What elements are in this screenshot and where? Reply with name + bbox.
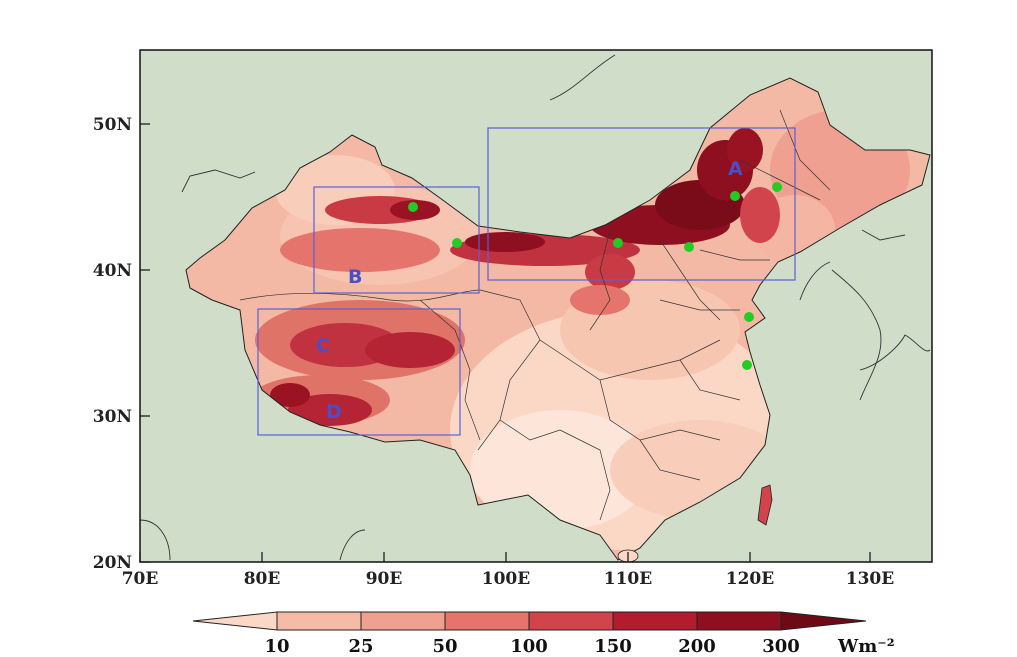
y-tick-label: 40N bbox=[93, 261, 132, 281]
region-box-b bbox=[313, 186, 480, 294]
taiwan-island bbox=[757, 484, 773, 526]
colorbar-bin bbox=[612, 611, 698, 631]
station-markers bbox=[408, 182, 782, 370]
colorbar-bin bbox=[528, 611, 614, 631]
x-tick-label: 100E bbox=[482, 569, 530, 589]
y-tick-label: 20N bbox=[93, 553, 132, 573]
region-box-cd bbox=[257, 308, 461, 436]
region-label-a: A bbox=[728, 158, 743, 180]
plot-frame bbox=[139, 49, 933, 563]
colorbar-bin bbox=[360, 611, 446, 631]
station-marker bbox=[452, 238, 462, 248]
station-marker bbox=[744, 312, 754, 322]
colorbar-high-arrow bbox=[780, 611, 867, 631]
station-marker bbox=[730, 191, 740, 201]
colorbar-label: 200 bbox=[678, 636, 716, 657]
colorbar-low-arrow bbox=[192, 611, 278, 631]
colorbar-label: 50 bbox=[432, 636, 457, 657]
x-tick-label: 130E bbox=[846, 569, 894, 589]
colorbar-label: 10 bbox=[264, 636, 289, 657]
axis-ticks bbox=[139, 123, 871, 563]
colorbar-bin bbox=[696, 611, 782, 631]
station-marker bbox=[613, 238, 623, 248]
colorbar-unit: Wm⁻² bbox=[837, 636, 895, 657]
region-label-d: D bbox=[326, 401, 342, 423]
x-tick-label: 90E bbox=[366, 569, 403, 589]
region-boxes bbox=[257, 127, 796, 436]
station-marker bbox=[772, 182, 782, 192]
colorbar-label: 100 bbox=[510, 636, 548, 657]
y-tick-label: 50N bbox=[93, 115, 132, 135]
colorbar-label: 150 bbox=[594, 636, 632, 657]
x-tick-label: 80E bbox=[244, 569, 281, 589]
y-tick-label: 30N bbox=[93, 407, 132, 427]
province-borders bbox=[239, 109, 831, 521]
colorbar-bin bbox=[276, 611, 362, 631]
colorbar-label: 300 bbox=[762, 636, 800, 657]
china-outline bbox=[185, 77, 931, 561]
x-tick-label: 110E bbox=[604, 569, 652, 589]
station-marker bbox=[742, 360, 752, 370]
region-label-b: B bbox=[348, 266, 362, 288]
region-box-a bbox=[487, 127, 796, 281]
region-label-c: C bbox=[316, 335, 330, 357]
neighbor-coastlines bbox=[140, 54, 931, 561]
x-tick-label: 120E bbox=[726, 569, 774, 589]
station-marker bbox=[684, 242, 694, 252]
station-marker bbox=[408, 202, 418, 212]
colorbar bbox=[192, 611, 867, 631]
x-tick-label: 70E bbox=[122, 569, 159, 589]
colorbar-label: 25 bbox=[348, 636, 373, 657]
colorbar-bin bbox=[444, 611, 530, 631]
